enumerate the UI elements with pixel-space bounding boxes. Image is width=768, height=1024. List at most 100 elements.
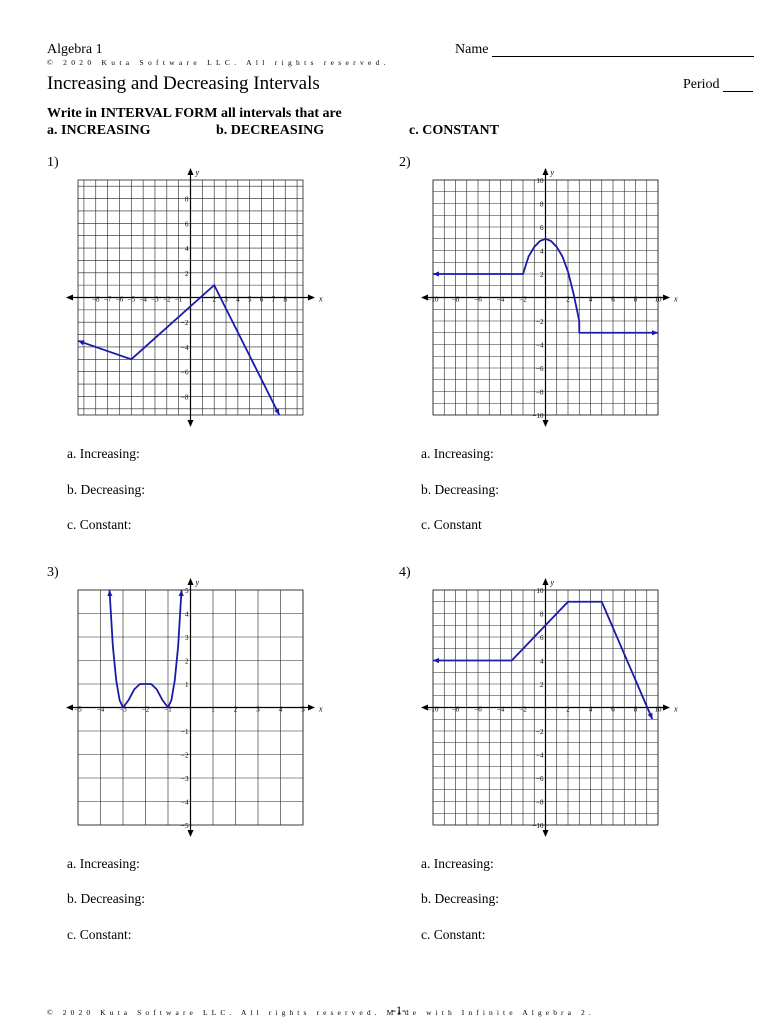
x-tick-label: −4: [97, 706, 105, 714]
y-axis-arrow-down: [187, 420, 194, 427]
problem-number: 4): [399, 565, 411, 580]
answer-constant: c. Constant:: [67, 517, 132, 532]
answer-constant: c. Constant:: [67, 927, 132, 942]
answer-decreasing: b. Decreasing:: [67, 891, 145, 906]
x-tick-label: 2: [234, 706, 238, 714]
y-tick-label: 8: [540, 611, 544, 619]
x-tick-label: 10: [655, 706, 663, 714]
answer-decreasing: b. Decreasing:: [421, 482, 499, 497]
x-axis-label: x: [673, 705, 678, 714]
x-tick-label: −1: [175, 296, 183, 304]
x-tick-label: 4: [589, 296, 593, 304]
x-tick-label: 4: [279, 706, 283, 714]
footer-copyright: © 2020 Kuta Software LLC. All rights res…: [47, 1008, 595, 1017]
y-tick-label: −2: [536, 728, 544, 736]
x-tick-label: 8: [283, 296, 287, 304]
x-tick-label: 5: [248, 296, 252, 304]
curve-arrow-start: [78, 340, 85, 346]
y-tick-label: −10: [533, 822, 544, 830]
x-tick-label: 2: [212, 296, 216, 304]
x-tick-label: −4: [139, 296, 147, 304]
answer-decreasing: b. Decreasing:: [67, 482, 145, 497]
x-tick-label: −2: [519, 296, 527, 304]
answer-increasing: a. Increasing:: [67, 856, 140, 871]
answer-increasing: a. Increasing:: [421, 856, 494, 871]
x-tick-label: −2: [519, 706, 527, 714]
x-axis-arrow-right: [308, 294, 315, 301]
y-axis-arrow-down: [542, 420, 549, 427]
curve-arrow-end: [652, 330, 658, 336]
problem-number: 2): [399, 155, 411, 170]
x-tick-label: 6: [260, 296, 264, 304]
y-axis-arrow-up: [542, 578, 549, 585]
y-tick-label: −1: [181, 728, 189, 736]
x-tick-label: 10: [655, 296, 663, 304]
y-tick-label: 2: [185, 658, 189, 666]
x-axis-arrow-left: [66, 704, 73, 711]
y-tick-label: 4: [185, 611, 189, 619]
x-tick-label: 3: [256, 706, 260, 714]
function-curve: [108, 589, 183, 709]
graph-3: x y −5 −4 −3 −2 −1 1 2 3 4 5 5 4 3 2 1 −1 −2 −3 −4 −5: [66, 578, 323, 837]
curve-arrow-start: [433, 271, 439, 277]
y-tick-label: 10: [537, 177, 545, 185]
x-tick-label: −6: [116, 296, 124, 304]
y-tick-label: −2: [536, 318, 544, 326]
y-axis-arrow-up: [187, 168, 194, 175]
y-axis-arrow-down: [542, 830, 549, 837]
name-label: Name: [455, 42, 489, 57]
y-tick-label: 2: [185, 270, 189, 278]
answer-increasing: a. Increasing:: [67, 446, 140, 461]
y-tick-label: −4: [181, 799, 189, 807]
answer-increasing: a. Increasing:: [421, 446, 494, 461]
period-label: Period: [683, 77, 720, 92]
problem-number: 1): [47, 155, 59, 170]
y-tick-label: −6: [181, 369, 189, 377]
answer-constant: c. Constant:: [421, 927, 486, 942]
y-tick-label: −10: [533, 412, 544, 420]
x-tick-label: 2: [566, 706, 570, 714]
instructions: Write in INTERVAL FORM all intervals tha…: [47, 106, 342, 121]
x-tick-label: 2: [566, 296, 570, 304]
x-tick-label: −8: [452, 296, 460, 304]
x-tick-label: −10: [428, 296, 439, 304]
worksheet-title: Increasing and Decreasing Intervals: [47, 73, 320, 94]
x-tick-label: −2: [163, 296, 171, 304]
x-tick-label: 4: [236, 296, 240, 304]
x-tick-label: −7: [104, 296, 112, 304]
y-tick-label: 8: [540, 201, 544, 209]
page-number: -1-: [392, 1003, 406, 1017]
x-tick-label: −6: [474, 296, 482, 304]
x-tick-label: −8: [92, 296, 100, 304]
x-tick-label: −6: [474, 706, 482, 714]
x-axis-arrow-right: [308, 704, 315, 711]
x-tick-label: −5: [128, 296, 136, 304]
period-line: [723, 91, 753, 92]
graph-4: x y −10 −8 −6 −4 −2 2 4 6 8 10 10 8 6 4 2 −2 −4 −6 −8 −10: [421, 578, 678, 837]
curve-arrow-start: [433, 657, 439, 664]
y-tick-label: 3: [185, 634, 189, 642]
y-tick-label: −6: [536, 775, 544, 783]
x-tick-label: 8: [634, 296, 638, 304]
y-axis-arrow-down: [187, 830, 194, 837]
x-tick-label: −8: [452, 706, 460, 714]
x-tick-label: −2: [142, 706, 150, 714]
y-tick-label: 6: [540, 224, 544, 232]
x-tick-label: −5: [74, 706, 82, 714]
y-tick-label: −4: [181, 344, 189, 352]
y-tick-label: 6: [185, 220, 189, 228]
y-tick-label: −6: [536, 365, 544, 373]
y-tick-label: 2: [540, 681, 544, 689]
curve-arrow-end: [178, 590, 184, 597]
function-curve: [433, 600, 654, 720]
instruction-option-b: b. DECREASING: [216, 123, 325, 138]
y-tick-label: 10: [537, 587, 545, 595]
function-curve: [433, 237, 658, 334]
copyright-notice: © 2020 Kuta Software LLC. All rights res…: [47, 58, 390, 67]
x-axis-arrow-left: [66, 294, 73, 301]
x-tick-label: 8: [634, 706, 638, 714]
x-tick-label: −10: [428, 706, 439, 714]
answer-decreasing: b. Decreasing:: [421, 891, 499, 906]
x-tick-label: 7: [272, 296, 276, 304]
x-tick-label: 1: [211, 706, 215, 714]
